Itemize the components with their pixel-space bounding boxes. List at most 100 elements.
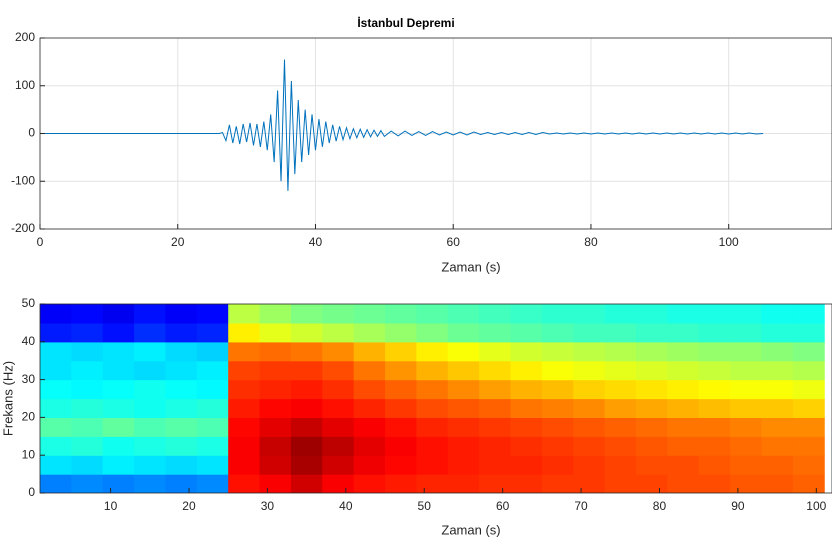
- heat-cell: [667, 322, 700, 343]
- x-tick-label: 40: [339, 499, 353, 513]
- heat-cell: [730, 417, 763, 437]
- heat-cell: [322, 341, 355, 362]
- heat-cell: [322, 322, 355, 343]
- heat-cell: [165, 474, 198, 493]
- heat-cell: [353, 341, 386, 362]
- heat-cell: [667, 417, 700, 437]
- heat-cell: [510, 322, 543, 343]
- heat-cell: [290, 360, 323, 381]
- heat-cell: [102, 304, 135, 324]
- heat-cell: [102, 398, 135, 418]
- heat-cell: [604, 304, 637, 324]
- heat-cell: [730, 360, 763, 381]
- heat-cell: [730, 322, 763, 343]
- heat-cell: [667, 436, 700, 456]
- y-tick-label: -100: [11, 173, 35, 187]
- heat-cell: [416, 436, 449, 456]
- axes-box: [39, 303, 832, 494]
- heat-cell: [196, 360, 229, 381]
- heat-cell: [322, 360, 355, 381]
- x-tick-label: 30: [261, 499, 275, 513]
- heat-cell: [134, 398, 167, 418]
- heat-cell: [196, 474, 229, 493]
- heat-cell: [322, 417, 355, 437]
- heat-cell: [573, 455, 606, 475]
- heat-cell: [510, 360, 543, 381]
- heat-cell: [479, 455, 512, 475]
- heat-cell: [134, 341, 167, 362]
- heat-cell: [102, 436, 135, 456]
- heat-cell: [573, 360, 606, 381]
- y-tick-label: 20: [22, 410, 36, 424]
- heat-cell: [385, 455, 417, 475]
- heat-cell: [322, 379, 355, 400]
- heat-cell: [573, 398, 606, 418]
- heat-cell: [792, 322, 825, 343]
- heat-cell: [71, 360, 104, 381]
- heat-cell: [573, 304, 606, 324]
- x-tick-label: 80: [584, 235, 598, 249]
- heat-cell: [322, 455, 355, 475]
- heat-cell: [353, 474, 386, 493]
- heat-cell: [416, 417, 449, 437]
- heat-cell: [792, 360, 825, 381]
- heat-cell: [165, 304, 198, 324]
- heat-cell: [71, 398, 104, 418]
- heat-cell: [761, 455, 794, 475]
- heat-cell: [792, 474, 825, 493]
- heat-cell: [635, 379, 668, 400]
- heat-cell: [761, 436, 794, 456]
- heat-cell: [730, 304, 763, 324]
- heat-cell: [792, 379, 825, 400]
- y-tick-label: 0: [28, 485, 35, 499]
- heat-cell: [730, 455, 763, 475]
- heat-cell: [40, 436, 72, 456]
- heat-cell: [353, 398, 386, 418]
- heat-cell: [71, 474, 104, 493]
- heat-cell: [290, 398, 323, 418]
- heat-cell: [510, 398, 543, 418]
- heat-cell: [730, 436, 763, 456]
- heat-cell: [792, 341, 825, 362]
- heat-cell: [259, 304, 292, 324]
- heat-cell: [259, 417, 292, 437]
- heat-cell: [165, 341, 198, 362]
- heat-cell: [385, 417, 417, 437]
- heat-cell: [165, 417, 198, 437]
- heat-cell: [416, 379, 449, 400]
- heat-cell: [635, 322, 668, 343]
- heat-cell: [228, 379, 261, 400]
- heat-cell: [385, 322, 417, 343]
- heat-cell: [40, 398, 72, 418]
- heat-cell: [353, 360, 386, 381]
- heat-cell: [730, 398, 763, 418]
- heat-cell: [196, 322, 229, 343]
- heat-cell: [761, 398, 794, 418]
- heat-cell: [479, 360, 512, 381]
- heat-cell: [510, 341, 543, 362]
- heat-cell: [165, 455, 198, 475]
- heat-cell: [479, 417, 512, 437]
- y-tick-label: 10: [22, 447, 36, 461]
- heat-cell: [416, 360, 449, 381]
- heat-cell: [698, 398, 731, 418]
- heat-cell: [447, 304, 480, 324]
- heat-cell: [730, 379, 763, 400]
- heat-cell: [290, 455, 323, 475]
- y-tick-label: 100: [15, 78, 35, 92]
- heat-cell: [698, 304, 731, 324]
- heat-cell: [259, 341, 292, 362]
- heat-cell: [385, 398, 417, 418]
- heat-cell: [40, 360, 72, 381]
- heat-cell: [71, 455, 104, 475]
- heat-cell: [134, 360, 167, 381]
- heat-cell: [761, 304, 794, 324]
- heat-cell: [792, 436, 825, 456]
- heat-cell: [40, 417, 72, 437]
- heat-cell: [604, 341, 637, 362]
- heat-cell: [447, 417, 480, 437]
- heat-cell: [71, 436, 104, 456]
- heat-cell: [290, 379, 323, 400]
- y-axis-label: Frekans (Hz): [0, 361, 15, 436]
